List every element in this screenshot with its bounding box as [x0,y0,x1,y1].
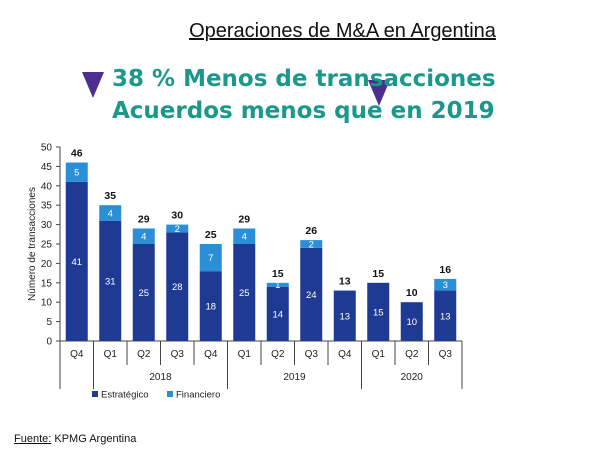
bar-label-financiero: 4 [108,208,113,219]
bar-financiero [266,282,289,287]
down-triangle-icon [82,72,104,98]
bar-estrategico [300,247,323,341]
bar-estrategico [65,181,88,341]
bar-estrategico [367,282,390,341]
y-tick-label: 30 [41,220,53,231]
source-text: KPMG Argentina [54,433,137,445]
bar-estrategico [166,232,189,341]
bar-financiero [300,240,323,248]
bar-label-financiero: 1 [275,280,280,291]
bar-financiero [132,228,155,244]
bar-label-estrategico: 15 [373,307,384,318]
x-tick-label: Q1 [104,349,118,360]
bar-financiero [233,228,256,244]
bar-total-label: 16 [439,264,451,276]
x-tick-label: Q4 [338,349,352,360]
y-tick-label: 40 [41,181,53,192]
x-tick-label: Q1 [238,349,252,360]
bar-financiero [166,224,189,233]
bar-estrategico [266,286,289,341]
bar-label-financiero: 2 [175,224,180,235]
source-label: Fuente: [14,433,52,445]
headline-line-1: 38 % Menos de transacciones [112,66,496,92]
bar-financiero [99,205,122,221]
x-tick-label: Q2 [405,349,419,360]
y-axis-label: Número de transacciones [27,187,38,301]
bar-label-estrategico: 13 [339,311,350,322]
bar-estrategico [233,244,256,341]
x-tick-label: Q3 [171,349,185,360]
bar-total-label: 29 [238,213,250,225]
bar-total-label: 13 [339,276,351,288]
y-tick-label: 25 [41,240,53,251]
bar-label-financiero: 5 [74,168,79,179]
bar-label-financiero: 2 [309,240,314,251]
y-tick-label: 10 [41,298,53,309]
x-tick-label: Q2 [271,349,285,360]
bar-estrategico [333,290,356,341]
y-tick-label: 5 [46,317,52,328]
y-tick-label: 0 [46,337,52,348]
bar-label-financiero: 7 [208,253,213,264]
bar-total-label: 30 [171,210,183,222]
bar-label-estrategico: 14 [272,309,283,320]
bar-label-financiero: 4 [141,232,146,243]
bar-estrategico [400,302,423,341]
y-tick-label: 20 [41,259,53,270]
y-tick-label: 35 [41,201,53,212]
x-tick-label: Q4 [70,349,84,360]
x-tick-label: Q3 [305,349,319,360]
legend-swatch [92,391,98,397]
x-tick-label: Q2 [137,349,151,360]
bar-label-estrategico: 10 [406,317,417,328]
bar-financiero [199,244,222,272]
transactions-chart: Número de transacciones05101520253035404… [27,143,463,401]
x-group-label: 2019 [283,372,306,383]
bar-financiero [434,278,457,291]
bar-label-financiero: 4 [242,232,247,243]
bar-total-label: 35 [104,190,116,202]
legend-swatch [167,391,173,397]
bar-label-estrategico: 13 [440,311,451,322]
y-tick-label: 15 [41,278,53,289]
x-tick-label: Q1 [372,349,386,360]
bar-estrategico [434,290,457,341]
source-note: Fuente: KPMG Argentina [14,433,136,445]
bar-label-estrategico: 31 [105,276,116,287]
bar-estrategico [199,271,222,341]
bar-financiero [65,162,88,182]
headline-line-2: Acuerdos menos que en 2019 [112,98,495,124]
bar-label-financiero: 3 [443,280,448,291]
bar-total-label: 29 [138,213,150,225]
bar-label-estrategico: 24 [306,290,317,301]
bar-label-estrategico: 41 [71,257,82,268]
bar-total-label: 25 [205,229,217,241]
bar-total-label: 26 [305,225,317,237]
x-tick-label: Q4 [204,349,218,360]
bar-total-label: 15 [372,268,384,280]
bar-label-estrategico: 28 [172,282,183,293]
bar-total-label: 10 [406,287,418,299]
bar-label-estrategico: 18 [205,302,216,313]
bar-total-label: 46 [71,148,83,160]
bar-label-estrategico: 25 [138,288,149,299]
bar-estrategico [132,244,155,341]
page-title: Operaciones de M&A en Argentina [0,20,605,43]
x-group-label: 2020 [401,372,424,383]
down-triangle-icon [368,80,390,106]
y-tick-label: 45 [41,162,53,173]
x-group-label: 2018 [149,372,172,383]
bar-label-estrategico: 25 [239,288,250,299]
y-tick-label: 50 [41,143,53,154]
page-title-text: Operaciones de M&A en Argentina [189,20,496,42]
x-tick-label: Q3 [439,349,453,360]
legend-label: Financiero [176,390,220,401]
bar-estrategico [99,220,122,341]
bar-total-label: 15 [272,268,284,280]
legend-label: Estratégico [101,390,149,401]
